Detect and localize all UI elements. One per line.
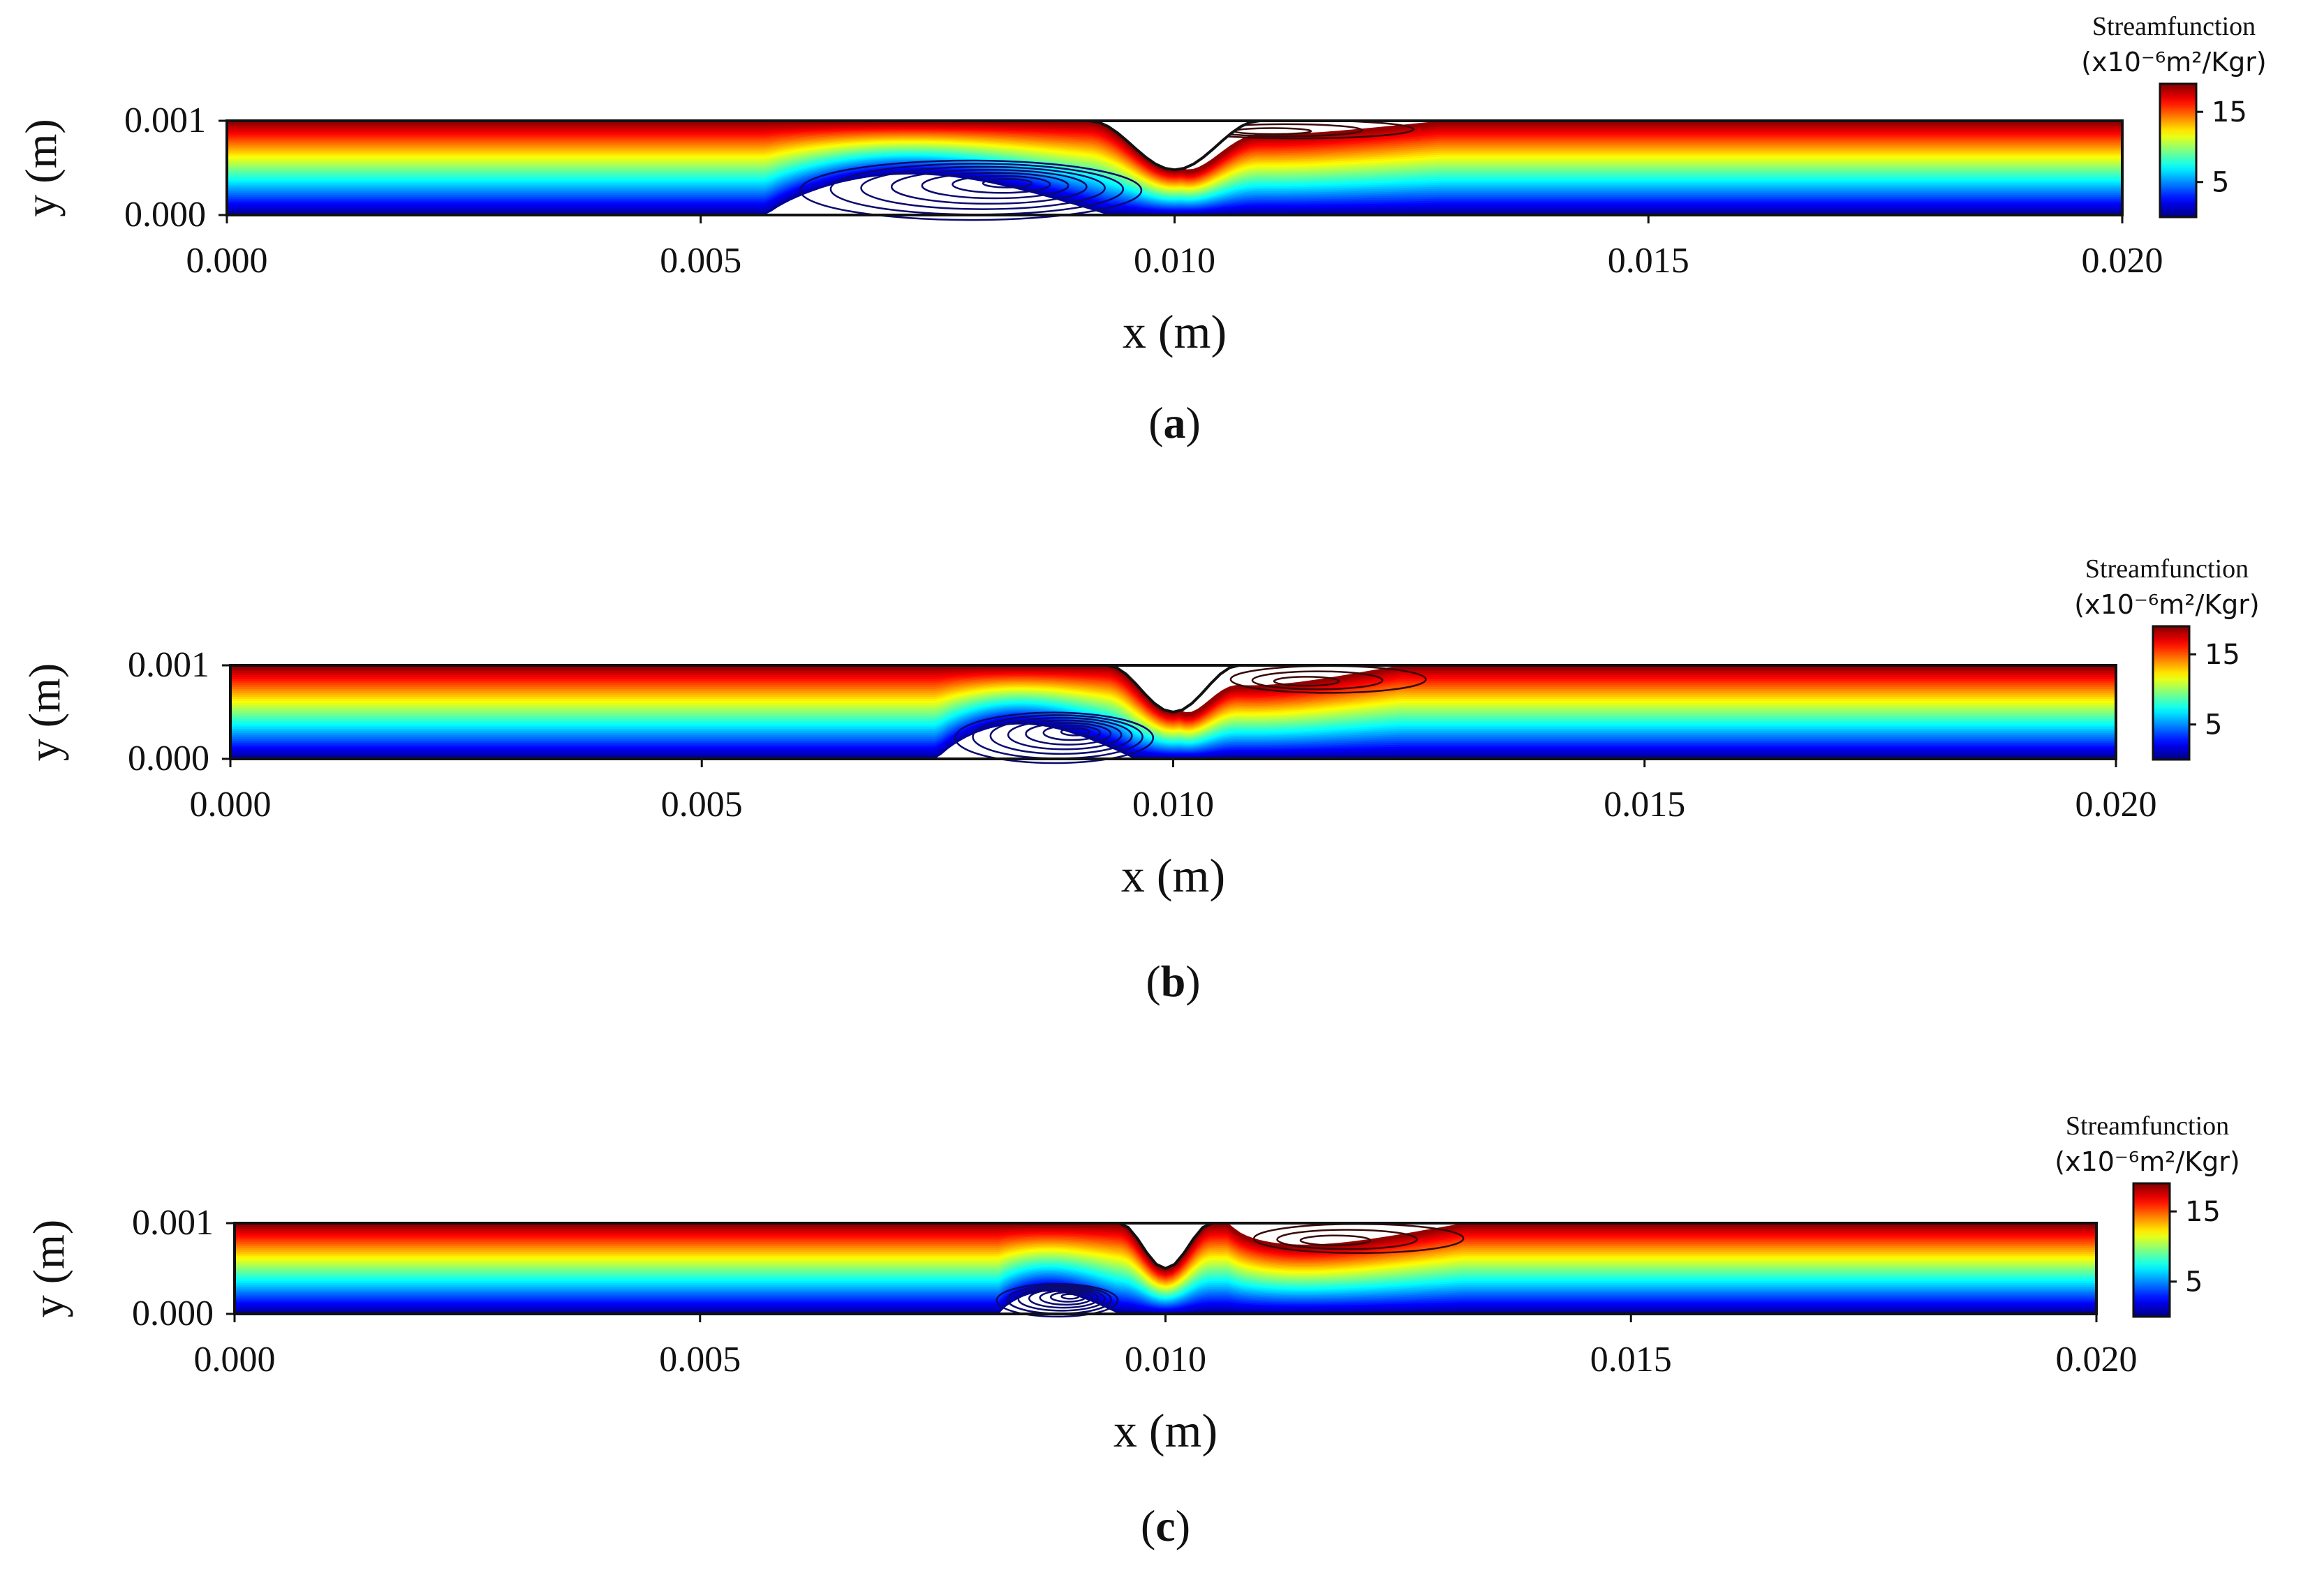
recirculation-eddy-lower (996, 1282, 1119, 1318)
y-axis: 0.000 0.001 y (m) (16, 101, 227, 235)
panel-label-open: ( (1146, 956, 1160, 1006)
y-axis-label: y (m) (16, 119, 66, 216)
panel-label-letter: a (1164, 398, 1186, 448)
eddy-contour (1276, 1229, 1418, 1250)
eddy-contour (1049, 1291, 1086, 1303)
panel-a: 0.000 0.005 0.010 0.015 0.020 x (m) 0.000 0.001… (16, 12, 2267, 448)
y-axis-label: y (m) (24, 1220, 73, 1317)
eddy-contour (921, 172, 1070, 200)
colorbar-unit: (x10⁻⁶m²/Kgr) (2055, 1146, 2240, 1177)
y-axis: 0.000 0.001 y (m) (20, 645, 230, 778)
colorbar-tick-label: 15 (2185, 1196, 2221, 1228)
x-axis-label: x (m) (1121, 849, 1225, 902)
x-tick-label: 0.015 (1590, 1340, 1672, 1380)
x-tick-label: 0.010 (1125, 1340, 1206, 1380)
eddy-contour (1273, 676, 1340, 687)
panel-label-open: ( (1148, 398, 1163, 448)
eddy-contour (952, 175, 1051, 194)
colorbar: 5 15 Streamfunction (x10⁻⁶m²/Kgr) (2081, 12, 2267, 219)
panel-label: (b) (1146, 956, 1200, 1006)
x-tick-label: 0.010 (1134, 241, 1215, 281)
colorbar-unit: (x10⁻⁶m²/Kgr) (2081, 47, 2267, 77)
x-axis-label: x (m) (1113, 1404, 1217, 1457)
y-tick-label: 0.000 (124, 195, 206, 235)
eddy-contour (1299, 1234, 1372, 1246)
panel-label-letter: c (1155, 1501, 1175, 1551)
colorbar-scale (2132, 1182, 2171, 1318)
y-tick-label: 0.001 (124, 101, 206, 140)
panel-label: (a) (1148, 398, 1201, 448)
x-tick-label: 0.020 (2082, 241, 2163, 281)
x-tick-label: 0.000 (190, 785, 272, 825)
x-tick-label: 0.005 (660, 241, 741, 281)
x-axis-label: x (m) (1123, 305, 1227, 358)
y-tick-label: 0.001 (132, 1203, 214, 1243)
eddy-contour (1042, 725, 1102, 741)
x-axis: 0.000 0.005 0.010 0.015 0.020 x (m) (186, 215, 2163, 358)
colorbar-title: Streamfunction (2066, 1111, 2229, 1141)
panel-label-letter: b (1161, 956, 1186, 1006)
x-tick-label: 0.000 (194, 1340, 276, 1380)
colorbar-tick-label: 5 (2205, 709, 2222, 741)
eddy-contour (1007, 719, 1123, 750)
colorbar-scale (2152, 625, 2191, 761)
streamlines (230, 665, 2116, 760)
colorbar-tick-label: 5 (2185, 1266, 2203, 1299)
eddy-contour (890, 168, 1088, 205)
streamlines (235, 1222, 2096, 1315)
eddy-contour (1028, 1288, 1100, 1309)
eddy-contour (1060, 1293, 1080, 1300)
colorbar-unit: (x10⁻⁶m²/Kgr) (2074, 589, 2260, 620)
panel-label-open: ( (1141, 1501, 1155, 1551)
panel-c: 0.000 0.005 0.010 0.015 0.020 x (m) 0.000 0.001… (24, 1111, 2240, 1551)
streamlines (227, 120, 2122, 216)
x-tick-label: 0.015 (1608, 241, 1689, 281)
x-tick-label: 0.005 (659, 1340, 741, 1380)
x-tick-label: 0.005 (661, 785, 743, 825)
colorbar-title: Streamfunction (2092, 12, 2256, 41)
eddy-contour (1233, 127, 1312, 135)
panel-b: 0.000 0.005 0.010 0.015 0.020 x (m) 0.000 0.001… (20, 554, 2260, 1006)
eddy-contour (1025, 722, 1112, 746)
y-axis: 0.000 0.001 y (m) (24, 1203, 235, 1333)
colorbar-tick-label: 15 (2212, 96, 2247, 128)
eddy-contour (1017, 1286, 1106, 1312)
x-tick-label: 0.015 (1604, 785, 1685, 825)
x-axis: 0.000 0.005 0.010 0.015 0.020 x (m) (194, 1314, 2138, 1457)
panel-label-close: ) (1185, 956, 1200, 1006)
colorbar: 5 15 Streamfunction (x10⁻⁶m²/Kgr) (2074, 554, 2260, 761)
colorbar-title: Streamfunction (2085, 554, 2249, 584)
colorbar-tick-label: 5 (2212, 167, 2229, 199)
x-tick-label: 0.000 (186, 241, 268, 281)
eddy-contour (982, 178, 1033, 188)
panel-label: (c) (1141, 1501, 1190, 1551)
eddy-contour (1251, 670, 1384, 690)
panel-label-close: ) (1176, 1501, 1190, 1551)
x-tick-label: 0.020 (2056, 1340, 2138, 1380)
y-tick-label: 0.000 (128, 739, 209, 778)
eddy-contour (996, 1282, 1119, 1318)
eddy-contour (1039, 1289, 1093, 1306)
constriction-mask (1090, 1222, 1241, 1269)
colorbar: 5 15 Streamfunction (x10⁻⁶m²/Kgr) (2055, 1111, 2240, 1318)
colorbar-scale (2159, 82, 2198, 219)
x-axis: 0.000 0.005 0.010 0.015 0.020 x (m) (190, 759, 2157, 902)
y-tick-label: 0.000 (132, 1294, 214, 1333)
x-tick-label: 0.020 (2075, 785, 2157, 825)
eddy-contour (1060, 727, 1090, 737)
eddy-contour (989, 716, 1133, 755)
y-tick-label: 0.001 (128, 645, 209, 685)
x-tick-label: 0.010 (1132, 785, 1214, 825)
colorbar-tick-label: 15 (2205, 639, 2240, 671)
y-axis-label: y (m) (20, 663, 69, 761)
panel-label-close: ) (1186, 398, 1201, 448)
eddy-contour (799, 159, 1143, 221)
eddy-contour (954, 711, 1155, 764)
eddy-contour (860, 165, 1106, 210)
constriction-mask (1079, 664, 1268, 712)
